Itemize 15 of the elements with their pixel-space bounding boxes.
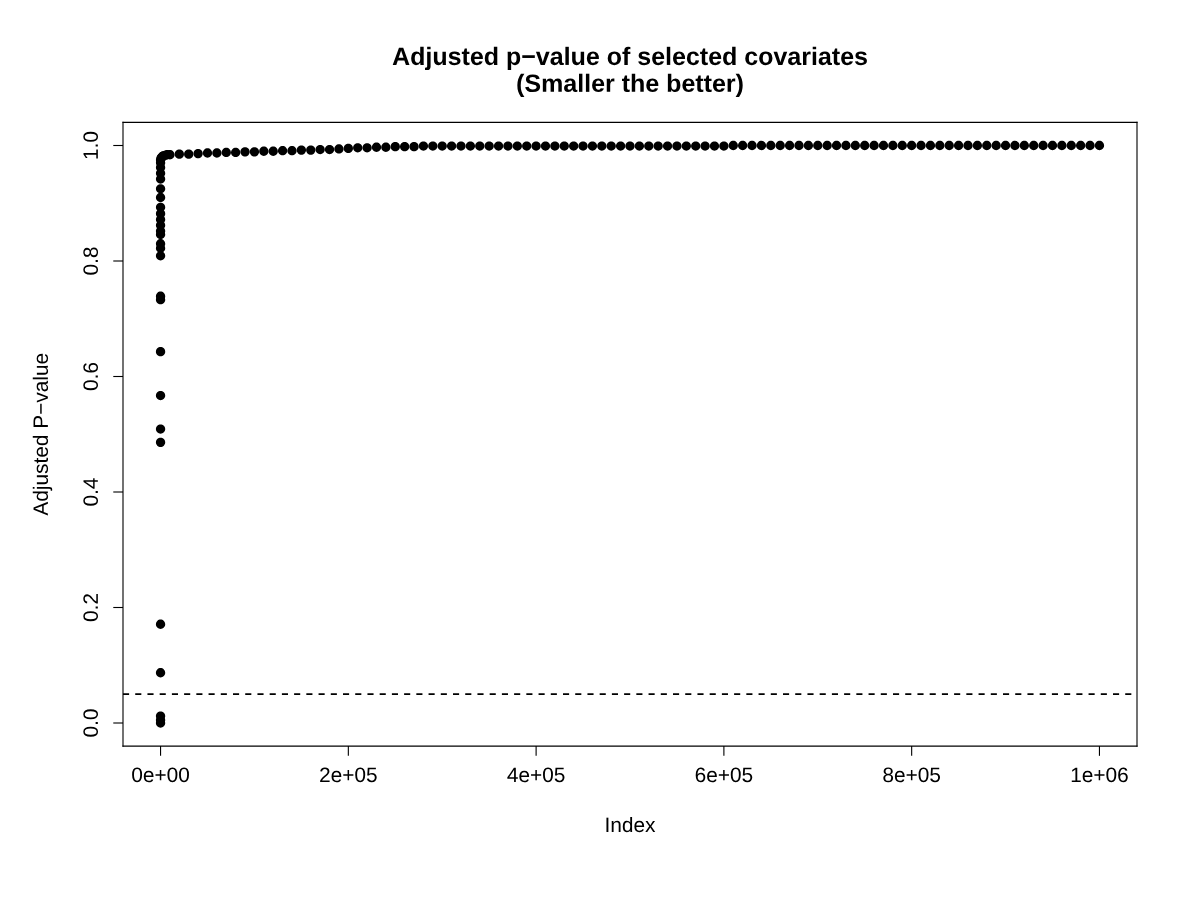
x-tick-label: 2e+05 <box>320 767 377 783</box>
x-tick-label: 6e+05 <box>695 767 753 783</box>
x-tick-label: 4e+05 <box>507 767 565 783</box>
x-axis-title: Index <box>606 816 656 833</box>
y-axis-title: Adjusted P−value <box>32 353 53 516</box>
chart-title: Adjusted p−value of selected covariates (Smaller the better) <box>392 46 867 98</box>
y-tick-label: 0.8 <box>83 247 99 275</box>
y-tick-label: 0.0 <box>83 709 99 737</box>
y-tick-label: 0.4 <box>83 478 99 506</box>
x-tick-label: 1e+06 <box>1071 767 1128 783</box>
y-tick-label: 0.2 <box>83 594 99 622</box>
y-tick-label: 0.6 <box>83 362 99 391</box>
x-tick-label: 0e+00 <box>132 767 189 783</box>
y-tick-label: 1.0 <box>83 131 99 159</box>
x-tick-label: 8e+05 <box>883 767 941 783</box>
